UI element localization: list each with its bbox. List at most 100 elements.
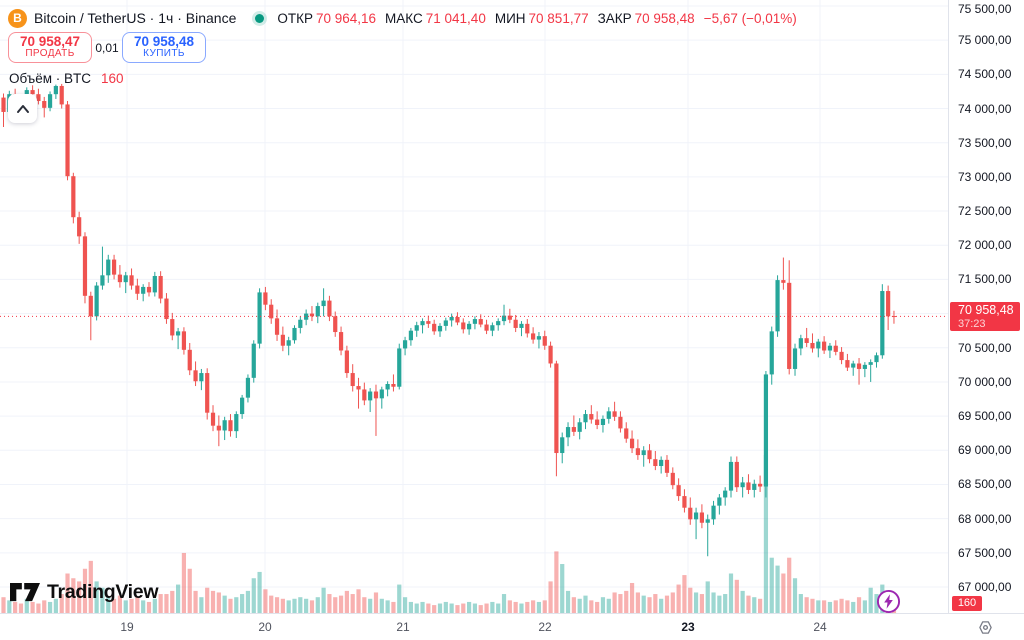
price-change: −5,67 (−0,01%) [703, 10, 797, 26]
volume-bar [856, 597, 862, 613]
sell-action-label: ПРОДАТЬ [25, 48, 75, 60]
volume-bar [833, 600, 838, 613]
candle-body [659, 459, 664, 467]
candle-body [129, 275, 134, 286]
volume-bar [280, 598, 285, 613]
candle-body [402, 340, 408, 349]
candle-body [798, 338, 803, 349]
volume-bar [659, 598, 664, 613]
volume-bar [245, 590, 251, 613]
volume-bar [100, 587, 105, 613]
candle-body [682, 496, 687, 508]
volume-bar [397, 584, 402, 613]
candle-body [676, 485, 681, 497]
candle-body [47, 94, 53, 108]
instant-trading-lightning-icon[interactable] [876, 589, 901, 614]
volume-bar [426, 603, 431, 613]
volume-bar [618, 594, 623, 613]
volume-bar [496, 603, 501, 613]
volume-bar [77, 581, 82, 613]
price-axis[interactable]: 70 958,48 37:23 160 75 500,00 75 000,00 74… [948, 0, 1024, 640]
candle-body [362, 389, 367, 401]
volume-bar [356, 589, 361, 613]
candle-body [71, 176, 76, 218]
candle-body [548, 345, 553, 364]
symbol-title[interactable]: Bitcoin / TetherUS · 1ч · Binance [34, 10, 237, 26]
candle-body [618, 416, 623, 429]
candle-body [385, 383, 390, 390]
candle-body [612, 411, 617, 417]
candle-body [763, 374, 769, 487]
price-axis-label: 74 000,00 [958, 101, 1012, 116]
volume-bar [263, 589, 268, 613]
volume-bar [216, 592, 221, 613]
candle-body [688, 507, 693, 520]
tradingview-watermark[interactable]: TradingView [10, 581, 159, 604]
volume-bar [862, 600, 867, 613]
volume-bar [536, 601, 542, 613]
volume-bar [734, 579, 739, 613]
volume-bar [705, 581, 710, 613]
last-price-value: 70 958,48 [958, 302, 1014, 317]
volume-bar [338, 595, 344, 613]
open-value: 70 964,16 [315, 10, 377, 26]
time-axis[interactable]: 19 20 21 22 23 24 [0, 613, 1024, 640]
volume-bar [111, 598, 117, 613]
volume-bar [851, 601, 856, 613]
candle-body [338, 332, 344, 351]
candle-body [437, 325, 443, 332]
volume-bar [804, 597, 809, 613]
volume-bar [728, 573, 734, 613]
volume-label[interactable]: Объём · BTC [9, 71, 92, 86]
candle-body [205, 373, 210, 413]
price-axis-label: 75 500,00 [958, 2, 1012, 16]
expand-button[interactable] [8, 94, 37, 123]
axis-settings-gear-icon[interactable] [978, 620, 993, 635]
buy-button[interactable]: 70 958,48 КУПИТЬ [122, 32, 206, 63]
candle-body [880, 291, 885, 356]
volume-bar [810, 598, 815, 613]
volume-bar [309, 600, 315, 613]
candle-body [94, 285, 99, 317]
candle-body [379, 389, 384, 399]
sell-button[interactable]: 70 958,47 ПРОДАТЬ [8, 32, 92, 63]
candle-body [728, 461, 734, 491]
low-value: 70 851,77 [528, 10, 589, 26]
volume-bar [135, 597, 140, 613]
volume-bar [600, 597, 606, 613]
volume-bar [274, 597, 280, 613]
candle-body [187, 349, 192, 371]
candlestick-chart[interactable] [0, 0, 948, 613]
candle-body [164, 298, 169, 320]
volume-bar [478, 605, 483, 613]
volume-bar [391, 601, 396, 613]
volume-bar [333, 597, 338, 613]
volume-bar [525, 601, 530, 613]
price-axis-label: 73 000,00 [958, 169, 1012, 184]
volume-bar [583, 595, 588, 613]
candle-body [65, 104, 70, 177]
candle-body [59, 85, 64, 105]
volume-bar [47, 601, 53, 613]
volume-bar [164, 594, 169, 613]
volume-bar [461, 603, 466, 613]
candle-body [641, 450, 646, 456]
candle-body [234, 414, 239, 432]
candle-body [629, 438, 635, 449]
candle-body [734, 461, 739, 488]
volume-bar [874, 594, 879, 613]
candle-body [827, 345, 833, 351]
candle-body [321, 300, 326, 307]
volume-bar [746, 595, 751, 613]
candle-body [839, 351, 844, 361]
price-axis-label: 70 000,00 [958, 374, 1012, 389]
spread-value: 0,01 [95, 40, 119, 55]
market-status-icon[interactable] [255, 13, 265, 23]
volume-bar [758, 598, 763, 613]
candle-body [333, 316, 338, 333]
volume-bar [484, 603, 489, 613]
volume-bar [222, 595, 227, 613]
volume-bar [129, 598, 134, 613]
volume-bar [571, 597, 576, 613]
